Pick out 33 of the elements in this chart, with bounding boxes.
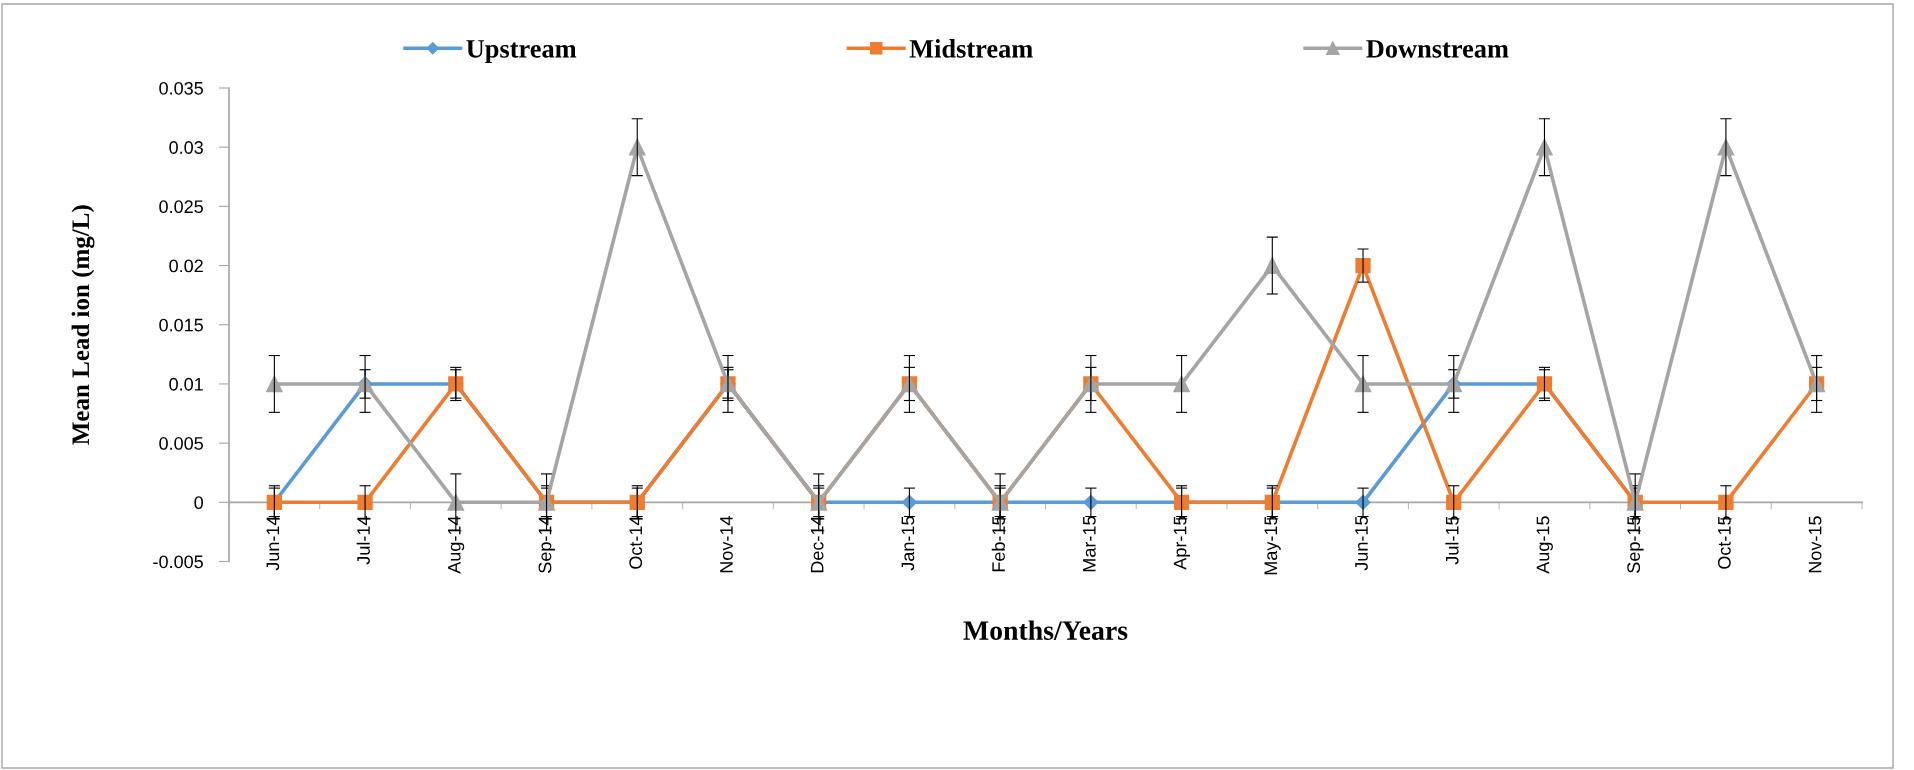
point [1446,494,1462,510]
legend-label: Midstream [909,39,1033,58]
x-tick-label: Mar-15 [1083,516,1096,572]
y-tick-label: 0 [194,496,204,510]
x-tick-label: Oct-14 [629,516,643,569]
x-tick-label: Apr-15 [1173,516,1190,570]
x-tick-label: Aug-14 [448,516,465,574]
y-tick-label: 0.035 [159,81,203,95]
y-tick-label: 0.015 [159,318,203,332]
x-tick-label: Jul-14 [356,516,370,565]
x-tick-label: Jul-15 [1445,516,1459,565]
y-tick-label: 0.01 [169,377,203,391]
x-axis-title: Months/Years [963,620,1128,640]
y-tick-label: -0.005 [153,555,203,569]
x-tick-label: Oct-15 [1717,516,1731,569]
x-tick-label: Jun-15 [1355,516,1368,571]
y-tick-label: 0.025 [159,200,203,214]
y-tick-label: 0.03 [169,141,203,154]
x-tick-label: Sep-15 [1627,516,1644,573]
x-tick-label: Jan-15 [901,516,915,571]
x-tick-label: Sep-14 [538,516,555,573]
y-tick-label: 0.02 [169,259,203,273]
y-tick-label: 0.005 [159,437,203,450]
x-tick-label: Aug-15 [1536,516,1553,574]
y-axis-title: Mean Lead ion (mg/L) [71,205,95,445]
legend-label: Downstream [1366,40,1509,58]
x-tick-label: Dec-14 [810,516,824,573]
legend-label: Upstream [466,40,577,64]
x-tick-label: Feb-15 [991,516,1005,572]
x-tick-label: Nov-15 [1808,516,1822,573]
x-tick-label: Nov-14 [720,516,733,573]
x-tick-label: May-15 [1264,516,1281,575]
x-tick-label: Jun-14 [266,516,280,571]
